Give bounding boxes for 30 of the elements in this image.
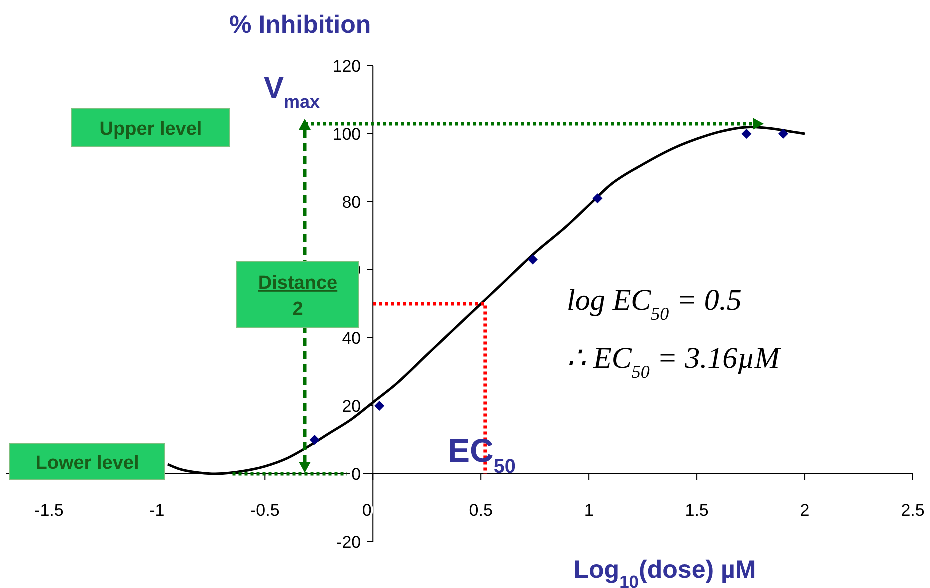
y-axis-title: % Inhibition [229,11,372,39]
y-tick-label: 40 [342,329,362,348]
x-tick-label: 1.5 [685,501,709,520]
annotation: Distance 2 [258,273,338,320]
x-tick-label: 1 [584,501,594,520]
annotation: log EC$_{50}$ = 0.5 [567,284,742,324]
y-tick-label: 20 [342,397,362,416]
y-tick-label: 80 [342,193,362,212]
point [310,435,320,445]
x-tick-label: 2 [800,501,810,520]
annotation: Lower level [36,453,140,474]
y-tick-label: 120 [332,57,362,76]
annotation: EC$_{50}$ [448,432,516,478]
x-tick-label: -1.5 [34,501,64,520]
point [374,401,385,411]
y-tick-label: 0 [352,465,362,484]
x-tick-label: 2.5 [901,501,925,520]
x-tick-label: 0.5 [469,501,493,520]
annotation: ∴ EC$_{50}$ = 3.16µM [567,342,782,382]
x-axis-title: Log$_{10}$(dose) µM [574,556,756,588]
point [528,254,538,265]
point [742,129,752,139]
point [778,129,788,139]
annotation: V$_{max}$ [264,72,320,112]
y-tick-label: 100 [332,125,362,144]
point [592,194,603,204]
y-tick-label: -20 [336,533,362,552]
x-tick-label: -1 [150,501,165,520]
x-tick-label: -0.5 [250,501,280,520]
annotation: Upper level [100,119,202,140]
